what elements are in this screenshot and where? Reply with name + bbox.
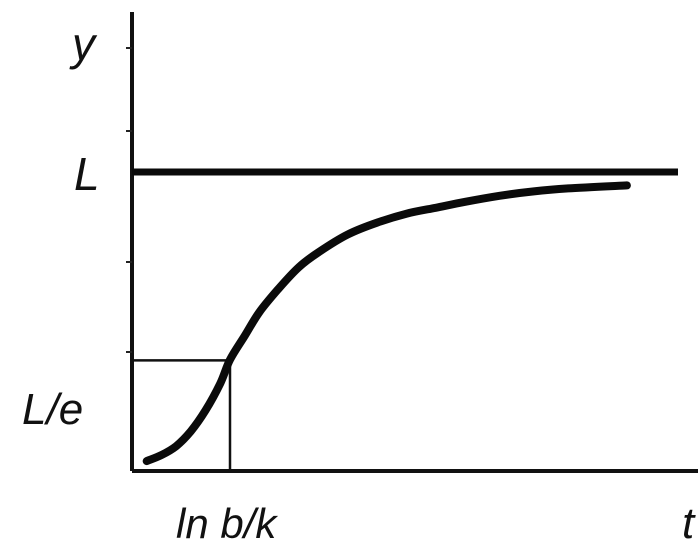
inflection-x-label: ln b/k xyxy=(176,500,278,547)
x-axis-label: t xyxy=(682,499,696,547)
y-axis-label: y xyxy=(69,18,98,70)
gompertz-curve xyxy=(142,181,631,466)
inflection-y-label: L/e xyxy=(22,385,83,434)
asymptote-label: L xyxy=(74,148,100,200)
